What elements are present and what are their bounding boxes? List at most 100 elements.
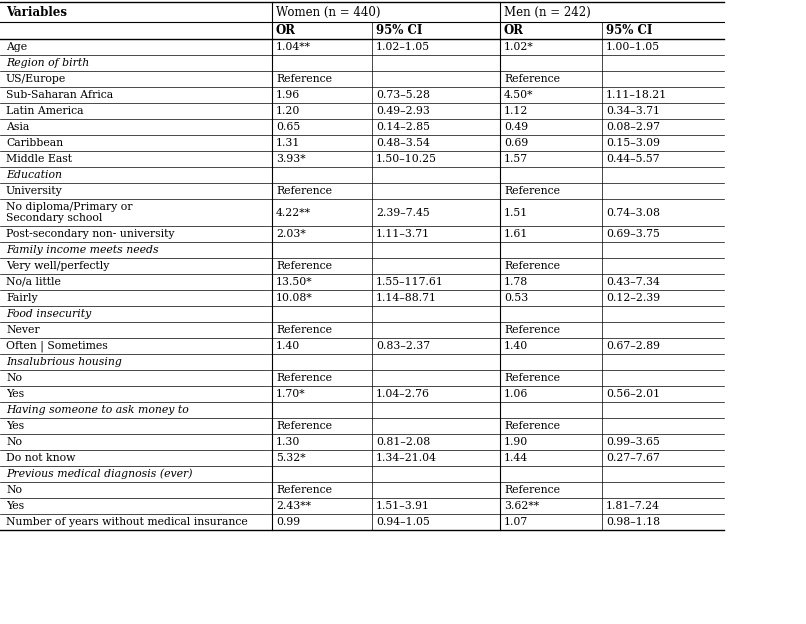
Text: 1.02–1.05: 1.02–1.05 <box>376 42 430 52</box>
Text: No diploma/Primary or: No diploma/Primary or <box>6 202 132 212</box>
Text: 95% CI: 95% CI <box>606 24 652 37</box>
Text: 0.12–2.39: 0.12–2.39 <box>606 293 660 303</box>
Text: 1.50–10.25: 1.50–10.25 <box>376 154 437 164</box>
Text: 0.73–5.28: 0.73–5.28 <box>376 90 430 100</box>
Text: Yes: Yes <box>6 501 24 511</box>
Text: Often | Sometimes: Often | Sometimes <box>6 340 108 352</box>
Text: 3.93*: 3.93* <box>276 154 305 164</box>
Text: 0.98–1.18: 0.98–1.18 <box>606 517 660 527</box>
Text: 0.83–2.37: 0.83–2.37 <box>376 341 430 351</box>
Text: 1.40: 1.40 <box>504 341 528 351</box>
Text: Fairly: Fairly <box>6 293 38 303</box>
Text: 0.15–3.09: 0.15–3.09 <box>606 138 660 148</box>
Text: 1.00–1.05: 1.00–1.05 <box>606 42 660 52</box>
Text: Secondary school: Secondary school <box>6 213 102 223</box>
Text: 0.08–2.97: 0.08–2.97 <box>606 122 660 132</box>
Text: Having someone to ask money to: Having someone to ask money to <box>6 405 189 415</box>
Text: Food insecurity: Food insecurity <box>6 309 91 319</box>
Text: 1.90: 1.90 <box>504 437 528 447</box>
Text: Caribbean: Caribbean <box>6 138 63 148</box>
Text: Reference: Reference <box>504 485 560 495</box>
Text: 1.81–7.24: 1.81–7.24 <box>606 501 660 511</box>
Text: 0.65: 0.65 <box>276 122 301 132</box>
Text: Reference: Reference <box>276 485 332 495</box>
Text: 1.02*: 1.02* <box>504 42 534 52</box>
Text: Post-secondary non- university: Post-secondary non- university <box>6 229 175 239</box>
Text: 0.81–2.08: 0.81–2.08 <box>376 437 430 447</box>
Text: 0.14–2.85: 0.14–2.85 <box>376 122 430 132</box>
Text: 1.04–2.76: 1.04–2.76 <box>376 389 430 399</box>
Text: 1.12: 1.12 <box>504 106 529 116</box>
Text: 1.61: 1.61 <box>504 229 529 239</box>
Text: 1.44: 1.44 <box>504 453 528 463</box>
Text: 1.40: 1.40 <box>276 341 301 351</box>
Text: 0.44–5.57: 0.44–5.57 <box>606 154 659 164</box>
Text: Asia: Asia <box>6 122 29 132</box>
Text: Very well/perfectly: Very well/perfectly <box>6 261 110 271</box>
Text: 0.94–1.05: 0.94–1.05 <box>376 517 430 527</box>
Text: 4.22**: 4.22** <box>276 208 311 218</box>
Text: 0.49: 0.49 <box>504 122 528 132</box>
Text: 1.14–88.71: 1.14–88.71 <box>376 293 437 303</box>
Text: 0.56–2.01: 0.56–2.01 <box>606 389 660 399</box>
Text: No: No <box>6 373 22 383</box>
Text: 1.06: 1.06 <box>504 389 529 399</box>
Text: Sub-Saharan Africa: Sub-Saharan Africa <box>6 90 113 100</box>
Text: 4.50*: 4.50* <box>504 90 534 100</box>
Text: Age: Age <box>6 42 27 52</box>
Text: 0.69: 0.69 <box>504 138 528 148</box>
Text: OR: OR <box>276 24 296 37</box>
Text: No/a little: No/a little <box>6 277 61 287</box>
Text: 1.34–21.04: 1.34–21.04 <box>376 453 437 463</box>
Text: Reference: Reference <box>504 421 560 431</box>
Text: Reference: Reference <box>504 261 560 271</box>
Text: 0.49–2.93: 0.49–2.93 <box>376 106 430 116</box>
Text: 1.07: 1.07 <box>504 517 528 527</box>
Text: 1.11–18.21: 1.11–18.21 <box>606 90 667 100</box>
Text: 2.39–7.45: 2.39–7.45 <box>376 208 430 218</box>
Text: Do not know: Do not know <box>6 453 76 463</box>
Text: Family income meets needs: Family income meets needs <box>6 245 159 255</box>
Text: 1.11–3.71: 1.11–3.71 <box>376 229 430 239</box>
Text: No: No <box>6 485 22 495</box>
Text: Reference: Reference <box>276 261 332 271</box>
Text: OR: OR <box>504 24 524 37</box>
Text: No: No <box>6 437 22 447</box>
Text: 0.74–3.08: 0.74–3.08 <box>606 208 660 218</box>
Text: Previous medical diagnosis (ever): Previous medical diagnosis (ever) <box>6 469 193 479</box>
Text: Reference: Reference <box>276 421 332 431</box>
Text: 0.34–3.71: 0.34–3.71 <box>606 106 660 116</box>
Text: Region of birth: Region of birth <box>6 58 89 68</box>
Text: 1.55–117.61: 1.55–117.61 <box>376 277 444 287</box>
Text: Education: Education <box>6 170 62 180</box>
Text: 1.57: 1.57 <box>504 154 528 164</box>
Text: 1.70*: 1.70* <box>276 389 305 399</box>
Text: Reference: Reference <box>276 74 332 84</box>
Text: 13.50*: 13.50* <box>276 277 313 287</box>
Text: 1.78: 1.78 <box>504 277 528 287</box>
Text: 0.67–2.89: 0.67–2.89 <box>606 341 660 351</box>
Text: Reference: Reference <box>276 373 332 383</box>
Text: Number of years without medical insurance: Number of years without medical insuranc… <box>6 517 247 527</box>
Text: Yes: Yes <box>6 389 24 399</box>
Text: 0.69–3.75: 0.69–3.75 <box>606 229 660 239</box>
Text: 0.53: 0.53 <box>504 293 528 303</box>
Text: Reference: Reference <box>276 186 332 196</box>
Text: 1.51–3.91: 1.51–3.91 <box>376 501 430 511</box>
Text: Variables: Variables <box>6 6 67 19</box>
Text: Women (n = 440): Women (n = 440) <box>276 6 380 19</box>
Text: Reference: Reference <box>504 325 560 335</box>
Text: Middle East: Middle East <box>6 154 72 164</box>
Text: Latin America: Latin America <box>6 106 84 116</box>
Text: Reference: Reference <box>504 74 560 84</box>
Text: 0.48–3.54: 0.48–3.54 <box>376 138 430 148</box>
Text: 1.96: 1.96 <box>276 90 301 100</box>
Text: 10.08*: 10.08* <box>276 293 313 303</box>
Text: Never: Never <box>6 325 39 335</box>
Text: 95% CI: 95% CI <box>376 24 422 37</box>
Text: Men (n = 242): Men (n = 242) <box>504 6 591 19</box>
Text: Yes: Yes <box>6 421 24 431</box>
Text: 1.30: 1.30 <box>276 437 301 447</box>
Text: Reference: Reference <box>504 186 560 196</box>
Text: 1.20: 1.20 <box>276 106 301 116</box>
